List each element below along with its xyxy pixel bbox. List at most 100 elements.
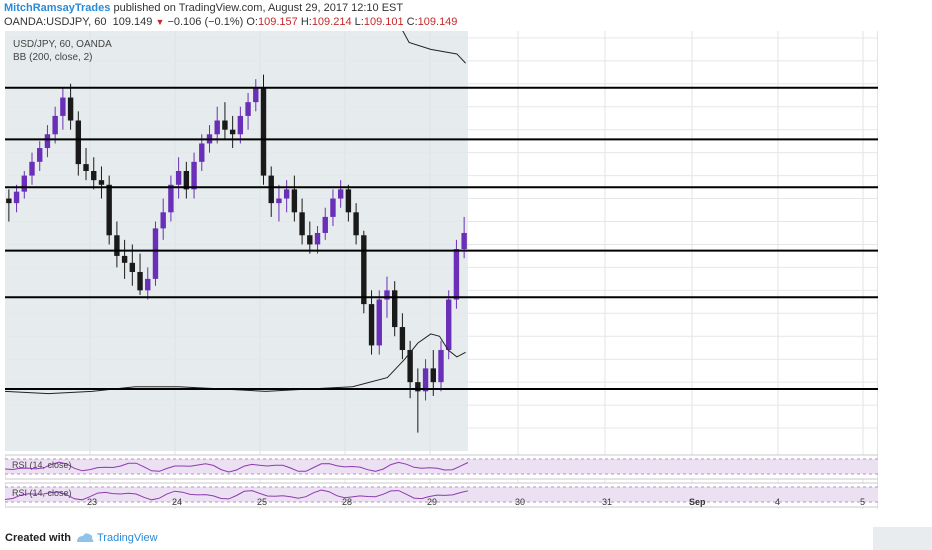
candle-body <box>361 235 367 305</box>
candle-body <box>67 97 74 121</box>
close-label: C: <box>406 16 418 28</box>
candle-body <box>191 161 197 190</box>
open-value: 109.157 <box>257 16 298 28</box>
time-tick-label: 24 <box>172 497 182 507</box>
candle-body <box>6 198 12 204</box>
down-arrow-icon: ▼ <box>155 17 165 27</box>
candle-body <box>91 171 97 181</box>
candle-body <box>168 184 174 213</box>
candle-body <box>129 262 136 272</box>
candle-body <box>183 171 190 190</box>
open-label: O: <box>246 16 258 28</box>
candle-body <box>13 191 20 204</box>
author-link[interactable]: MitchRamsayTrades <box>4 2 111 14</box>
candle-body <box>253 88 259 103</box>
price-chart[interactable]: 110.000109.900109.800109.700109.600109.5… <box>5 31 878 509</box>
time-tick-label: 29 <box>427 497 437 507</box>
tradingview-logo-icon <box>77 533 94 542</box>
tradingview-brand[interactable]: TradingView <box>97 532 158 544</box>
candle-body <box>345 189 352 213</box>
candle-body <box>430 368 436 383</box>
candle-body <box>446 299 452 351</box>
candle-body <box>152 228 159 279</box>
candle-body <box>461 232 467 250</box>
bb-upper-line <box>402 31 466 64</box>
chart-title: USD/JPY, 60, OANDA <box>13 39 112 50</box>
candle-body <box>353 212 359 236</box>
time-tick-label: Sep <box>689 497 706 507</box>
candle-body <box>52 115 58 135</box>
candle-body <box>299 212 305 236</box>
candle-body <box>330 198 336 217</box>
candle-body <box>29 161 35 176</box>
chart-panel[interactable]: 110.000109.900109.800109.700109.600109.5… <box>5 31 878 509</box>
candle-body <box>268 175 274 204</box>
candle-body <box>229 129 236 135</box>
header-line-2: OANDA:USDJPY, 60 109.149 ▼ −0.106 (−0.1%… <box>4 15 457 29</box>
candle-body <box>98 180 105 185</box>
candle-body <box>314 232 321 245</box>
high-label: H: <box>300 16 312 28</box>
candle-body <box>214 120 220 135</box>
session-shade <box>5 31 468 451</box>
candle-body <box>276 198 282 204</box>
candle-body <box>415 382 421 392</box>
rsi-line-0 <box>5 461 469 473</box>
candle-body <box>322 216 328 233</box>
candle-body <box>245 102 251 116</box>
rsi-band-0 <box>5 459 878 474</box>
candle-body <box>60 97 66 116</box>
candles <box>6 74 467 433</box>
low-value: 109.101 <box>363 16 404 28</box>
last-price: 109.149 <box>112 16 153 28</box>
candle-body <box>106 184 112 236</box>
candle-body <box>399 327 406 351</box>
time-tick-label: 31 <box>602 497 612 507</box>
time-tick-label: 5 <box>860 497 865 507</box>
candle-body <box>291 189 298 213</box>
candle-body <box>307 235 313 245</box>
candle-body <box>260 88 267 176</box>
candle-body <box>438 350 444 383</box>
time-tick-label: 25 <box>257 497 267 507</box>
published-text: published on TradingView.com, August 29,… <box>113 2 404 14</box>
candle-body <box>337 189 344 199</box>
candle-body <box>384 290 390 300</box>
time-tick-label: 30 <box>515 497 525 507</box>
candle-body <box>422 368 429 392</box>
close-value: 109.149 <box>417 16 458 28</box>
candle-body <box>121 255 128 263</box>
indicator-label: BB (200, close, 2) <box>13 52 92 63</box>
rsi-label: RSI (14, close) <box>12 488 72 498</box>
created-with-text: Created with <box>5 532 72 544</box>
candle-body <box>75 120 82 165</box>
candle-body <box>453 249 460 300</box>
candle-body <box>407 350 413 383</box>
high-value: 109.214 <box>311 16 352 28</box>
header-line-1: MitchRamsayTrades published on TradingVi… <box>4 1 457 15</box>
candle-body <box>44 134 51 149</box>
time-tick-label: 4 <box>775 497 780 507</box>
candle-body <box>199 143 205 162</box>
axis-corner <box>873 527 932 550</box>
low-label: L: <box>354 16 364 28</box>
candle-body <box>283 189 290 199</box>
candle-body <box>160 212 166 229</box>
candle-body <box>376 299 382 346</box>
candle-body <box>222 120 228 130</box>
candle-body <box>21 175 27 192</box>
candle-body <box>391 290 398 328</box>
candle-body <box>145 278 151 291</box>
candle-body <box>175 171 182 185</box>
symbol-text: OANDA:USDJPY, 60 <box>4 16 107 28</box>
rsi-label: RSI (14, close) <box>12 460 72 470</box>
time-tick-label: 28 <box>342 497 352 507</box>
rsi-band-1 <box>5 487 878 502</box>
time-tick-label: 23 <box>87 497 97 507</box>
footer: Created with TradingView <box>0 527 932 550</box>
candle-body <box>237 115 244 135</box>
candle-body <box>37 148 43 162</box>
chart-header: MitchRamsayTrades published on TradingVi… <box>4 1 457 29</box>
candle-body <box>368 304 375 346</box>
candle-body <box>83 164 89 171</box>
